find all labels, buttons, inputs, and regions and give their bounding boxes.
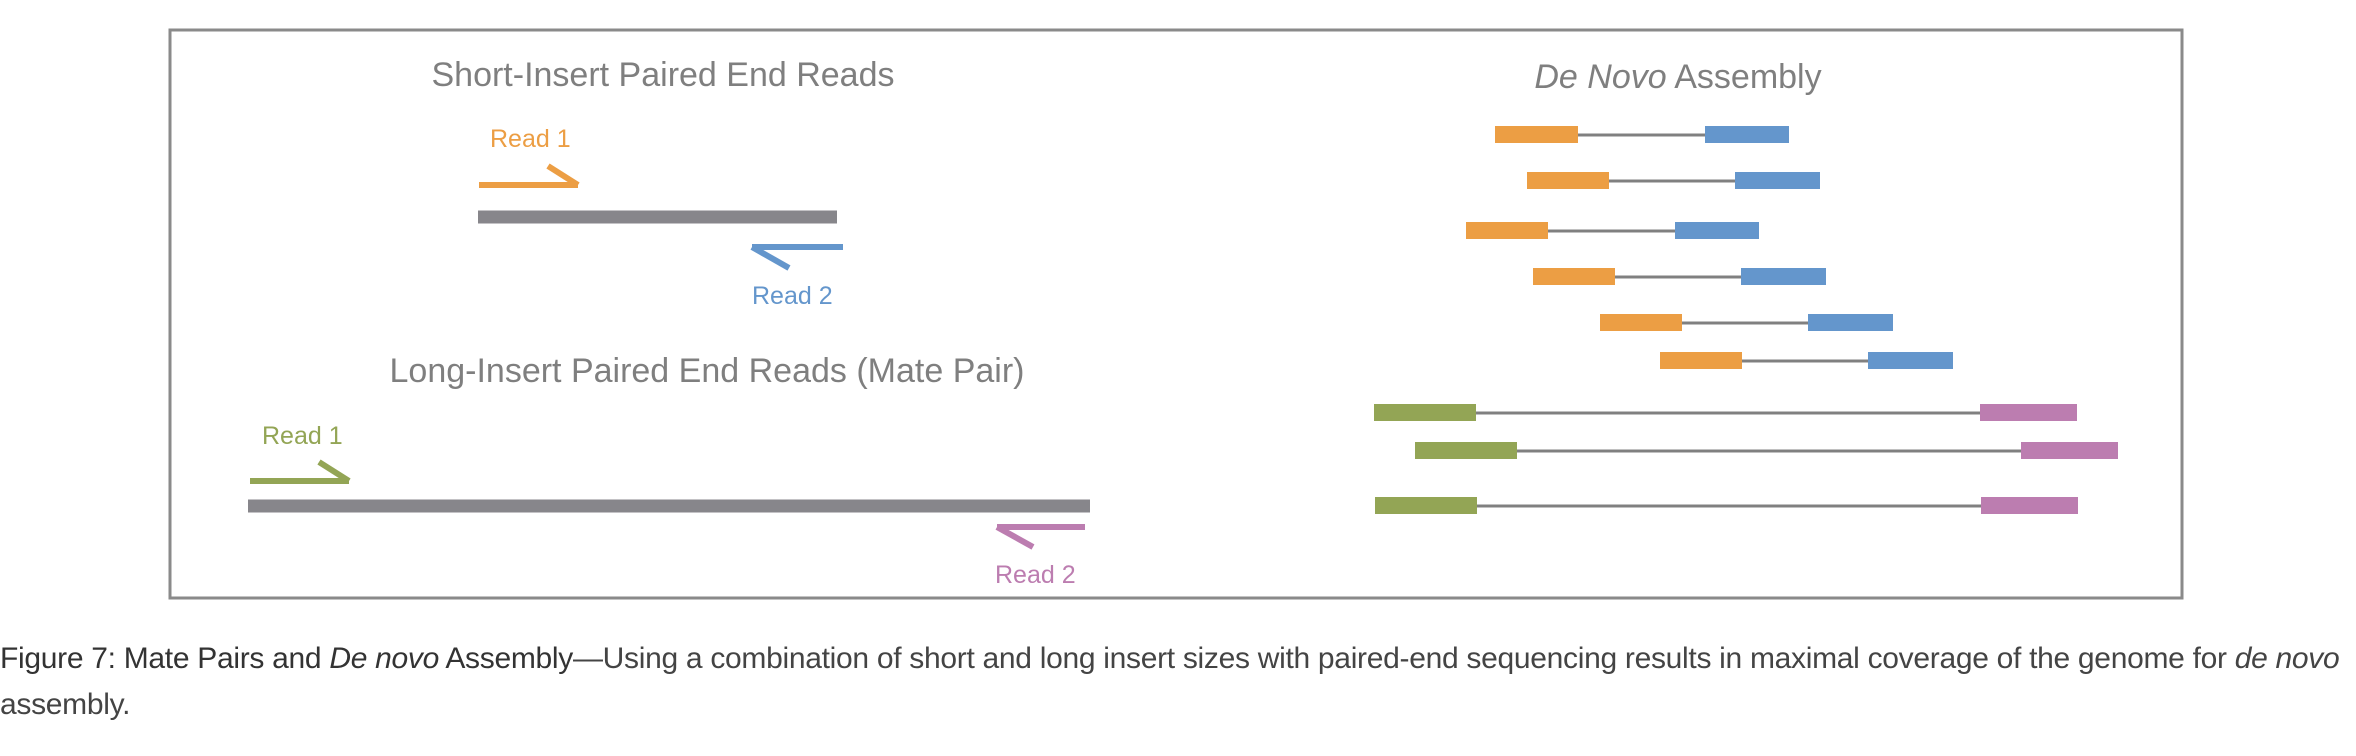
short-read-pair xyxy=(1660,352,1953,369)
short-read-pair xyxy=(1495,126,1789,143)
long-read2-label: Read 2 xyxy=(995,561,1076,589)
caption-label-italic: De novo xyxy=(329,642,439,675)
long-insert-panel: Long-Insert Paired End Reads (Mate Pair)… xyxy=(248,352,1090,589)
caption-label: Figure 7: Mate Pairs and De novo Assembl… xyxy=(0,642,573,675)
caption-text-part2: assembly. xyxy=(0,688,131,721)
short-read-pair xyxy=(1533,268,1826,285)
short-read-pair xyxy=(1527,172,1820,189)
caption-label-part1: Figure 7: Mate Pairs and xyxy=(0,642,330,675)
figure-caption: Figure 7: Mate Pairs and De novo Assembl… xyxy=(0,636,2350,728)
caption-text-italic: de novo xyxy=(2234,642,2340,675)
short-read-pair xyxy=(1466,222,1759,239)
caption-text-part1: —Using a combination of short and long i… xyxy=(572,642,2235,675)
short-read1-label: Read 1 xyxy=(490,125,571,153)
assembly-title-italic: De Novo xyxy=(1534,58,1666,96)
figure-frame xyxy=(168,28,2184,600)
assembly-title: De Novo Assembly xyxy=(1534,58,1821,96)
mate-pair xyxy=(1415,442,2118,459)
assembly-title-rest: Assembly xyxy=(1667,58,1822,96)
assembly-panel: De Novo Assembly xyxy=(1374,58,2118,514)
short-read-pair xyxy=(1600,314,1893,331)
short-read1-arrow xyxy=(479,163,580,188)
mate-pair xyxy=(1375,497,2078,514)
long-read1-label: Read 1 xyxy=(262,422,343,450)
short-read2-arrow xyxy=(750,244,843,271)
short-insert-panel: Short-Insert Paired End Reads Read 1 Rea… xyxy=(431,56,894,310)
mate-pair-diagram: Short-Insert Paired End Reads Read 1 Rea… xyxy=(168,28,2184,600)
long-read1-arrow xyxy=(250,459,351,484)
caption-label-part2: Assembly xyxy=(438,642,573,675)
long-read2-arrow xyxy=(995,524,1085,550)
short-insert-title: Short-Insert Paired End Reads xyxy=(431,56,894,94)
long-insert-title: Long-Insert Paired End Reads (Mate Pair) xyxy=(390,352,1025,390)
short-read2-label: Read 2 xyxy=(752,282,833,310)
mate-pair xyxy=(1374,404,2077,421)
